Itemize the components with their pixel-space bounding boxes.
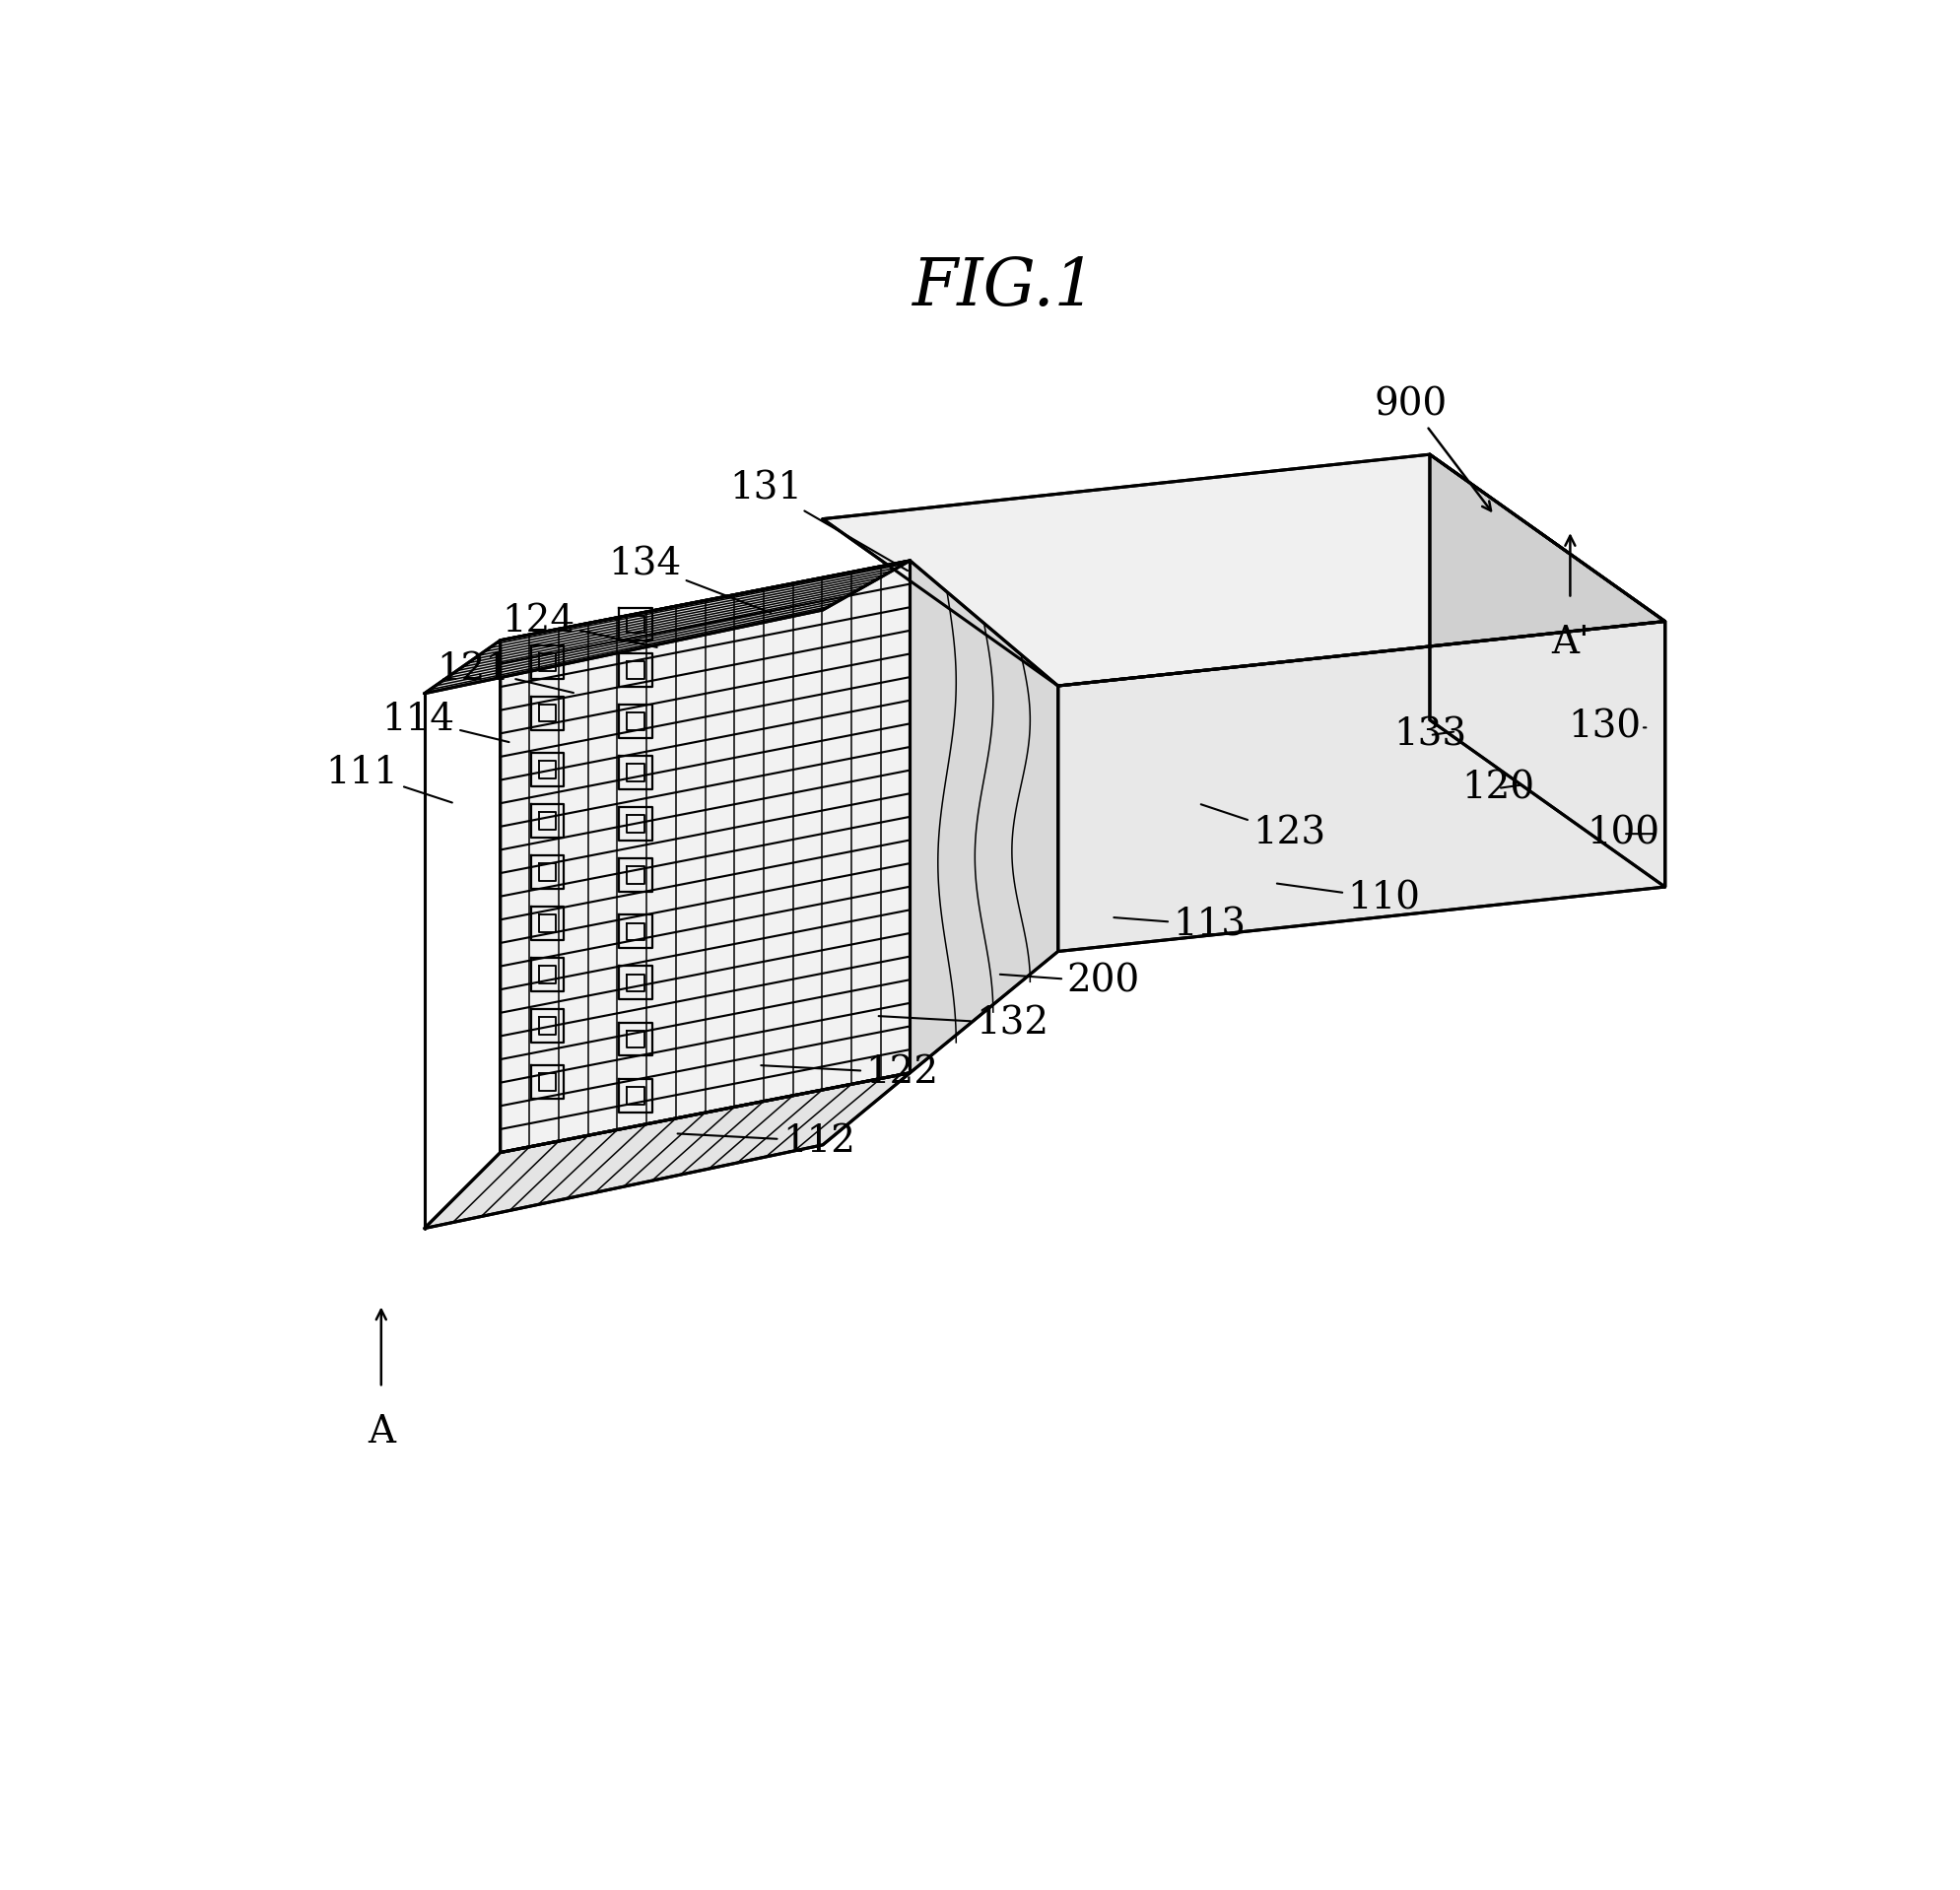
Text: 113: 113 (1113, 907, 1247, 943)
Text: A': A' (1550, 626, 1590, 662)
Text: 120: 120 (1462, 769, 1535, 807)
Polygon shape (823, 454, 1664, 686)
Text: 123: 123 (1201, 805, 1327, 852)
Text: 133: 133 (1394, 716, 1466, 754)
Polygon shape (1429, 454, 1664, 886)
Text: 122: 122 (760, 1055, 939, 1091)
Text: 110: 110 (1278, 881, 1421, 917)
Text: 131: 131 (729, 471, 907, 571)
Text: 121: 121 (437, 650, 574, 694)
Text: 134: 134 (608, 546, 770, 612)
Polygon shape (425, 561, 909, 694)
Text: 130: 130 (1568, 709, 1646, 747)
Polygon shape (500, 561, 909, 1153)
Text: A: A (367, 1414, 396, 1452)
Text: 111: 111 (325, 754, 453, 803)
Text: 132: 132 (878, 1005, 1049, 1041)
Polygon shape (909, 561, 1058, 1074)
Polygon shape (425, 1074, 909, 1228)
Text: FIG.1: FIG.1 (911, 255, 1096, 319)
Text: 900: 900 (1374, 387, 1492, 510)
Text: 100: 100 (1588, 816, 1660, 852)
Text: 200: 200 (1000, 964, 1141, 1000)
Text: 124: 124 (502, 603, 657, 648)
Polygon shape (1058, 622, 1664, 951)
Text: 112: 112 (678, 1123, 855, 1159)
Text: 114: 114 (382, 701, 510, 743)
